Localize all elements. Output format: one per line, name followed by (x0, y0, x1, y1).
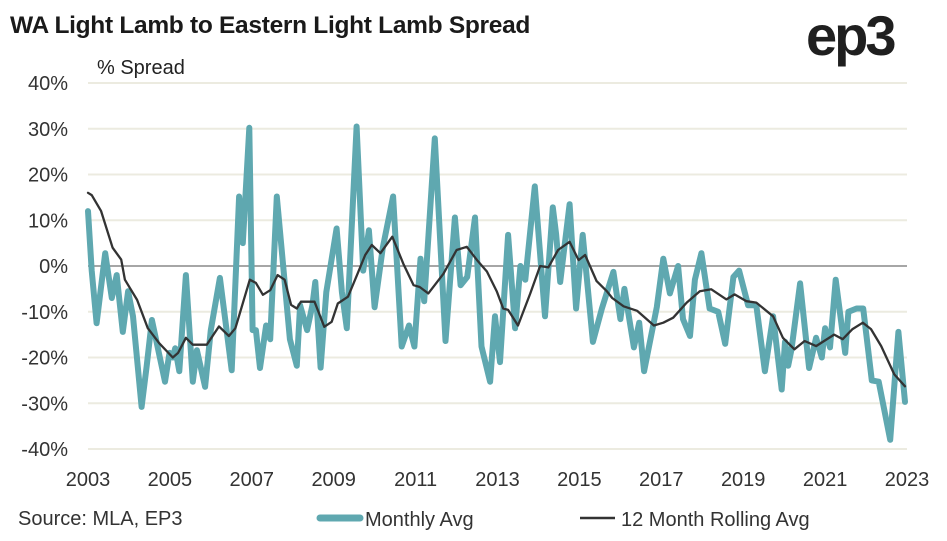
y-tick-label: 0% (39, 256, 68, 278)
series-lines (85, 123, 908, 443)
legend-label-monthly: Monthly Avg (365, 509, 474, 531)
x-tick-label: 2007 (230, 469, 275, 491)
y-axis-label: % Spread (97, 57, 185, 79)
x-tick-label: 2015 (557, 469, 602, 491)
y-tick-label: 40% (28, 73, 68, 95)
x-tick-label: 2023 (885, 469, 930, 491)
legend-label-rolling: 12 Month Rolling Avg (621, 509, 810, 531)
ep3-logo: ep3 (806, 4, 896, 67)
x-tick-label: 2017 (639, 469, 684, 491)
legend: Monthly Avg 12 Month Rolling Avg (316, 509, 810, 531)
x-tick-label: 2011 (394, 469, 437, 491)
x-tick-labels: 2003 2005 2007 2009 2011 2013 2015 2017 2019 2021… (66, 469, 930, 491)
x-tick-label: 2005 (148, 469, 193, 491)
x-tick-label: 2013 (475, 469, 520, 491)
y-tick-label: 30% (28, 119, 68, 141)
rolling-avg-line (86, 191, 907, 388)
y-tick-label: -40% (21, 439, 68, 461)
y-tick-label: 20% (28, 165, 68, 187)
monthly-avg-line (85, 123, 908, 443)
gridlines (88, 82, 907, 450)
chart-title: WA Light Lamb to Eastern Light Lamb Spre… (10, 12, 531, 39)
x-tick-label: 2019 (721, 469, 766, 491)
y-tick-labels: 40% 30% 20% 10% 0% -10% -20% -30% -40% (21, 73, 68, 461)
x-tick-label: 2021 (803, 469, 848, 491)
y-tick-label: 10% (28, 210, 68, 232)
y-tick-label: -20% (21, 348, 68, 370)
x-tick-label: 2003 (66, 469, 111, 491)
x-tick-label: 2009 (311, 469, 356, 491)
y-tick-label: -10% (21, 302, 68, 324)
source-note: Source: MLA, EP3 (18, 508, 183, 530)
y-tick-label: -30% (21, 393, 68, 415)
